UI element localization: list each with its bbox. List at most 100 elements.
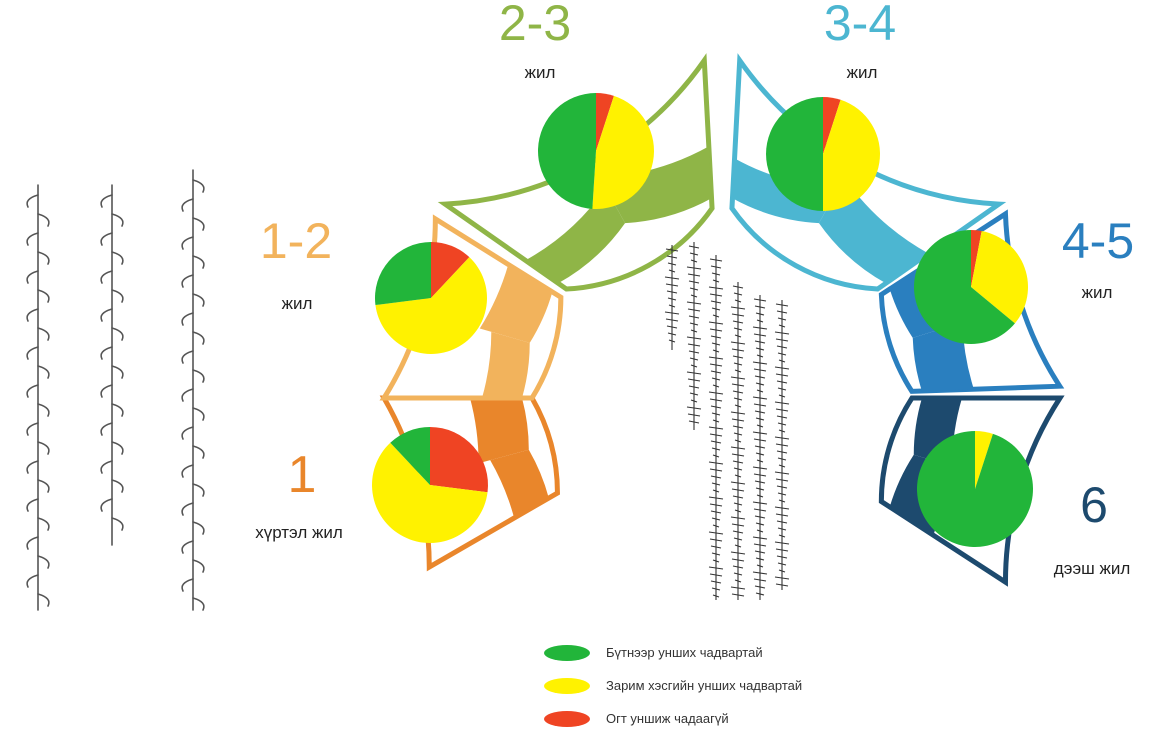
group-unit: хүртэл жил [255,523,343,542]
legend-label: Бүтнээр унших чадвартай [606,645,763,660]
script-stroke [709,328,723,332]
script-stroke [731,593,745,597]
pie-slice-none [430,427,488,493]
script-stroke [709,468,723,472]
script-stroke [777,422,787,426]
script-stroke [754,340,766,344]
script-stroke [733,502,743,506]
script-stroke [708,321,724,325]
script-stroke [668,304,676,308]
script-stroke [778,324,786,328]
script-stroke [710,265,722,269]
script-stroke [753,508,767,512]
script-stroke [111,327,124,341]
script-stroke [776,415,788,419]
script-stroke [709,433,723,437]
script-stroke [730,586,746,590]
script-stroke [755,487,765,491]
pie-slice-none [971,230,982,287]
script-stroke [37,365,50,379]
script-stroke [687,413,701,417]
script-stroke [734,509,742,513]
script-stroke [730,446,746,450]
script-stroke [755,522,765,526]
center-script-column [708,255,724,600]
script-stroke [712,279,720,283]
script-stroke [752,431,768,435]
script-stroke [100,308,113,322]
script-stroke [689,392,699,396]
group-unit: жил [525,63,556,82]
script-stroke [711,412,721,416]
script-stroke [37,593,50,607]
script-stroke [753,438,767,442]
script-stroke [732,460,744,464]
script-stroke [733,362,743,366]
script-stroke [778,359,786,363]
script-stroke [688,245,700,249]
center-script-column [686,242,702,430]
script-stroke [756,494,764,498]
script-stroke [754,445,766,449]
script-stroke [730,516,746,520]
sector-band [479,264,553,343]
script-stroke [26,270,39,284]
script-stroke [777,527,787,531]
script-stroke [775,303,789,307]
script-stroke [734,544,742,548]
script-stroke [753,333,767,337]
script-stroke [733,292,743,296]
script-stroke [752,466,768,470]
script-stroke [181,540,194,554]
group-unit: жил [282,294,313,313]
script-stroke [733,572,743,576]
script-stroke [712,454,720,458]
script-stroke [756,389,764,393]
script-stroke [690,259,698,263]
script-stroke [192,597,205,611]
script-stroke [777,457,787,461]
script-stroke [37,213,50,227]
script-stroke [778,429,786,433]
script-stroke [778,464,786,468]
script-stroke [755,382,765,386]
group-number: 4-5 [1062,213,1134,269]
script-stroke [776,485,788,489]
script-stroke [734,334,742,338]
script-stroke [732,530,744,534]
script-stroke [776,555,788,559]
pie-slice-partial [371,442,488,544]
script-stroke [686,266,702,270]
script-stroke [709,363,723,367]
script-stroke [689,287,699,291]
script-stroke [667,262,677,266]
script-stroke [711,587,721,591]
script-stroke [100,460,113,474]
script-stroke [712,384,720,388]
script-stroke [734,299,742,303]
script-stroke [666,255,678,259]
script-stroke [756,319,764,323]
script-stroke [777,492,787,496]
center-vertical-script [664,242,790,600]
script-stroke [733,432,743,436]
script-stroke [731,383,745,387]
script-stroke [664,276,680,280]
script-stroke [732,425,744,429]
script-stroke [774,576,790,580]
script-stroke [712,489,720,493]
pie-charts [371,93,1034,548]
script-stroke [775,373,789,377]
script-stroke [712,594,720,598]
sector-band [599,146,712,224]
script-stroke [710,335,722,339]
script-stroke [712,419,720,423]
script-stroke [709,258,723,262]
script-stroke [111,213,124,227]
script-stroke [181,274,194,288]
script-stroke [667,332,677,336]
script-stroke [688,315,700,319]
pie-2 [375,242,487,355]
script-stroke [754,410,766,414]
script-stroke [710,440,722,444]
